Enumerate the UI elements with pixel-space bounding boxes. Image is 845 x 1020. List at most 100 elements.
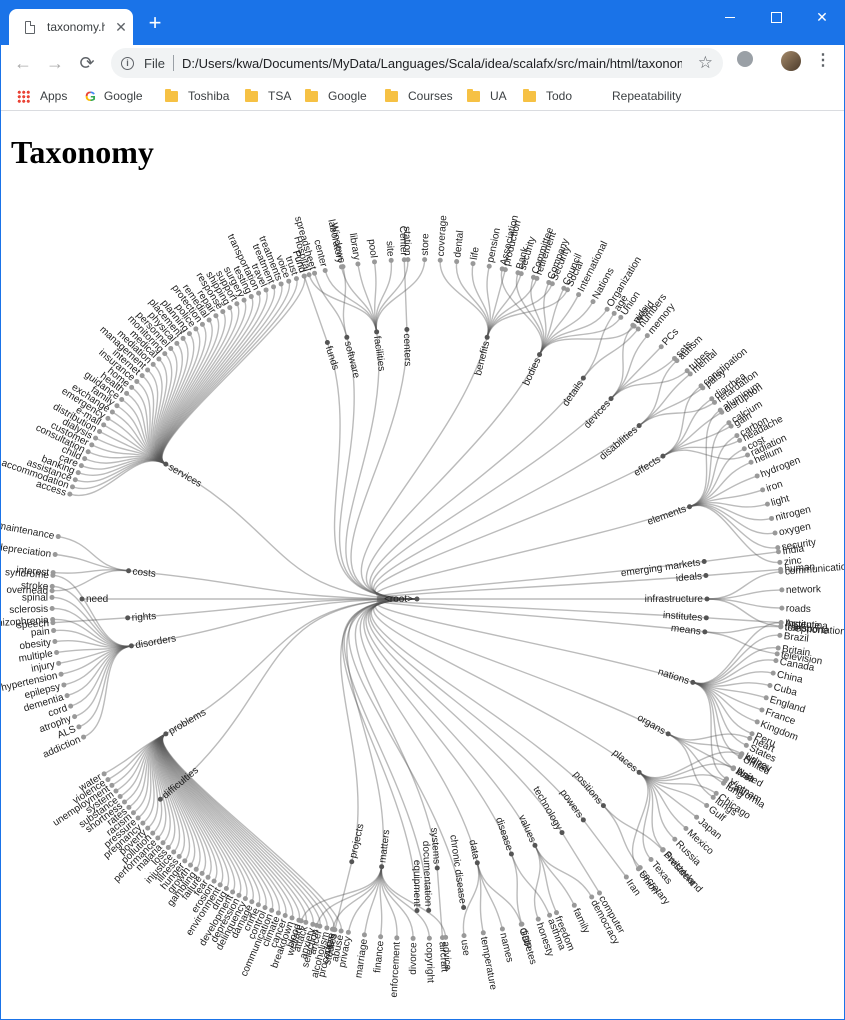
leaf-overhead[interactable]: overhead: [6, 585, 55, 597]
node-dot[interactable]: [779, 587, 785, 593]
node-dot[interactable]: [759, 707, 765, 713]
leaf-argentina[interactable]: Argentina: [778, 618, 829, 632]
node-dot[interactable]: [434, 865, 440, 871]
node-dot[interactable]: [125, 615, 131, 621]
node-dot[interactable]: [741, 446, 747, 452]
node-dot[interactable]: [324, 925, 330, 931]
forward-button[interactable]: →: [46, 53, 64, 73]
node-dot[interactable]: [770, 670, 776, 676]
node-dot[interactable]: [694, 814, 700, 820]
node-dot[interactable]: [394, 935, 400, 941]
bookmark-toshiba[interactable]: Toshiba: [165, 87, 229, 105]
node-dot[interactable]: [206, 317, 212, 323]
bookmark-courses[interactable]: Courses: [385, 87, 453, 105]
node-dot[interactable]: [775, 645, 781, 651]
node-dot[interactable]: [600, 803, 606, 809]
node-dot[interactable]: [461, 905, 467, 911]
node-dot[interactable]: [767, 683, 773, 689]
extension-icon[interactable]: [737, 51, 753, 67]
node-dot[interactable]: [738, 752, 744, 758]
node-dot[interactable]: [660, 453, 666, 459]
node-dot[interactable]: [461, 933, 467, 939]
node-projects[interactable]: projects: [348, 823, 367, 865]
leaf-maintenance[interactable]: maintenance: [1, 521, 61, 542]
leaf-dental[interactable]: dental: [452, 230, 466, 265]
node-dot[interactable]: [777, 632, 783, 638]
leaf-india[interactable]: India: [775, 543, 805, 557]
node-dot[interactable]: [726, 420, 732, 426]
node-dot[interactable]: [113, 788, 119, 794]
node-centers[interactable]: centers: [401, 326, 413, 366]
node-dot[interactable]: [317, 923, 323, 929]
node-dot[interactable]: [623, 874, 629, 880]
node-dot[interactable]: [67, 491, 73, 497]
node-dot[interactable]: [717, 407, 723, 413]
node-dot[interactable]: [50, 572, 56, 578]
node-dot[interactable]: [163, 461, 169, 467]
node-dot[interactable]: [78, 463, 84, 469]
node-dot[interactable]: [211, 878, 217, 884]
node-dot[interactable]: [704, 803, 710, 809]
node-dot[interactable]: [49, 583, 55, 589]
node-funds[interactable]: funds: [323, 340, 341, 371]
node-dot[interactable]: [269, 907, 275, 913]
node-dot[interactable]: [109, 409, 115, 415]
reload-button[interactable]: ⟳: [79, 53, 95, 73]
leaf-finance[interactable]: finance: [372, 934, 386, 973]
node-dot[interactable]: [775, 545, 781, 551]
node-dot[interactable]: [597, 890, 602, 896]
node-dot[interactable]: [331, 927, 337, 933]
node-dot[interactable]: [410, 935, 416, 941]
node-dot[interactable]: [49, 605, 55, 611]
node-dot[interactable]: [422, 257, 428, 263]
node-dot[interactable]: [674, 358, 680, 364]
node-institutes[interactable]: institutes: [662, 610, 709, 624]
node-dot[interactable]: [312, 270, 318, 276]
node-dot[interactable]: [126, 568, 132, 574]
node-dot[interactable]: [773, 658, 779, 664]
node-dot[interactable]: [303, 919, 309, 925]
node-dot[interactable]: [165, 844, 171, 850]
node-dot[interactable]: [754, 719, 760, 725]
node-costs[interactable]: costs: [126, 566, 156, 580]
node-ideals[interactable]: ideals: [675, 571, 709, 584]
node-dot[interactable]: [710, 794, 716, 800]
maximize-button[interactable]: [753, 1, 799, 33]
node-dot[interactable]: [559, 830, 565, 836]
bookmark-repeatability[interactable]: Repeatability: [612, 87, 681, 105]
leaf-names[interactable]: names: [497, 926, 515, 964]
node-dot[interactable]: [109, 782, 115, 788]
node-dot[interactable]: [704, 596, 710, 602]
node-dot[interactable]: [275, 910, 281, 916]
leaf-pain[interactable]: pain: [30, 626, 57, 639]
node-dot[interactable]: [713, 790, 719, 796]
node-dot[interactable]: [150, 830, 156, 836]
node-dot[interactable]: [61, 682, 67, 688]
node-dot[interactable]: [635, 326, 641, 332]
node-root[interactable]: <root>: [384, 594, 420, 605]
leaf-stroke[interactable]: stroke: [21, 580, 55, 592]
leaf-roads[interactable]: roads: [779, 603, 811, 615]
node-dot[interactable]: [772, 530, 778, 536]
address-bar[interactable]: i File D:/Users/kwa/Documents/MyData/Lan…: [111, 48, 723, 78]
leaf-zinc[interactable]: zinc: [777, 555, 802, 568]
menu-icon[interactable]: ⋮: [815, 52, 831, 69]
node-dot[interactable]: [162, 351, 168, 357]
node-dot[interactable]: [764, 501, 770, 507]
leaf-pcs[interactable]: PCs: [658, 327, 681, 350]
node-dot[interactable]: [760, 487, 766, 493]
node-dot[interactable]: [414, 596, 420, 602]
node-dot[interactable]: [105, 777, 111, 783]
node-dot[interactable]: [220, 309, 226, 315]
node-dot[interactable]: [401, 257, 407, 263]
leaf-life[interactable]: life: [469, 246, 482, 267]
node-dot[interactable]: [590, 299, 596, 305]
node-benefits[interactable]: benefits: [473, 334, 492, 377]
bookmark-google-folder[interactable]: Google: [305, 87, 367, 105]
node-dot[interactable]: [480, 930, 486, 936]
node-dot[interactable]: [68, 703, 74, 709]
node-dot[interactable]: [174, 340, 180, 346]
node-dot[interactable]: [79, 596, 85, 602]
node-problems[interactable]: problems: [163, 707, 208, 737]
bookmark-apps[interactable]: Apps: [17, 87, 67, 105]
